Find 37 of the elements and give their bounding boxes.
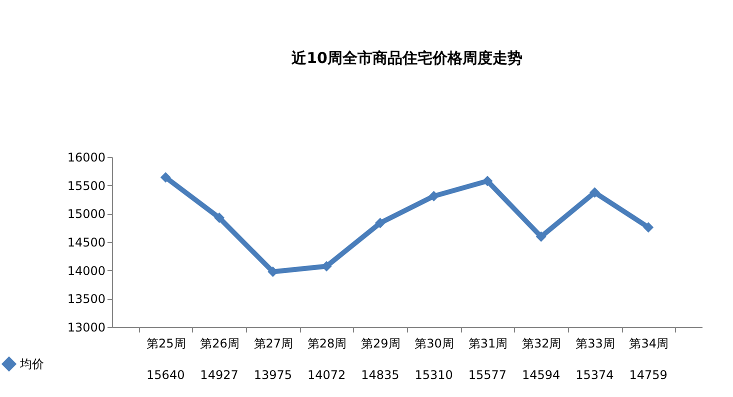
data-label: 14072 [307,368,346,382]
data-label: 15640 [146,368,185,382]
y-tick-label: 14000 [67,264,106,278]
x-tick-label: 第30周 [414,336,454,350]
data-label: 15374 [576,368,614,382]
x-tick-label: 第25周 [146,336,186,350]
point [482,176,493,186]
x-tick-label: 第31周 [468,336,508,350]
x-tick-label: 第34周 [629,336,669,350]
y-tick-label: 16000 [67,150,106,164]
data-label: 15310 [414,368,453,382]
x-tick-label: 第29周 [361,336,400,350]
point [589,187,600,198]
data-label: 14759 [629,368,668,382]
y-tick-label: 13500 [67,292,106,306]
y-tick-label: 14500 [67,236,106,250]
data-label: 13975 [254,368,292,382]
x-tick-label: 第32周 [522,336,562,350]
x-tick-label: 第33周 [576,336,615,350]
data-label: 15577 [468,368,507,382]
x-tick-label: 第27周 [254,336,294,350]
data-label: 14835 [361,368,400,382]
point [536,231,546,242]
y-tick-label: 15500 [67,178,106,193]
point [374,218,386,228]
x-tick-label: 第26周 [200,336,240,350]
y-tick-label: 13000 [67,320,106,334]
legend-label: 均价 [19,357,44,371]
point [160,172,171,183]
point [643,222,654,233]
y-tick-label: 15000 [67,207,106,222]
x-tick-label: 第28周 [307,336,347,350]
chart-title: 近10周全市商品住宅价格周度走势 [290,49,522,67]
point [214,212,225,224]
point [428,190,440,202]
data-label: 14927 [200,368,238,382]
data-label: 14594 [522,368,560,382]
